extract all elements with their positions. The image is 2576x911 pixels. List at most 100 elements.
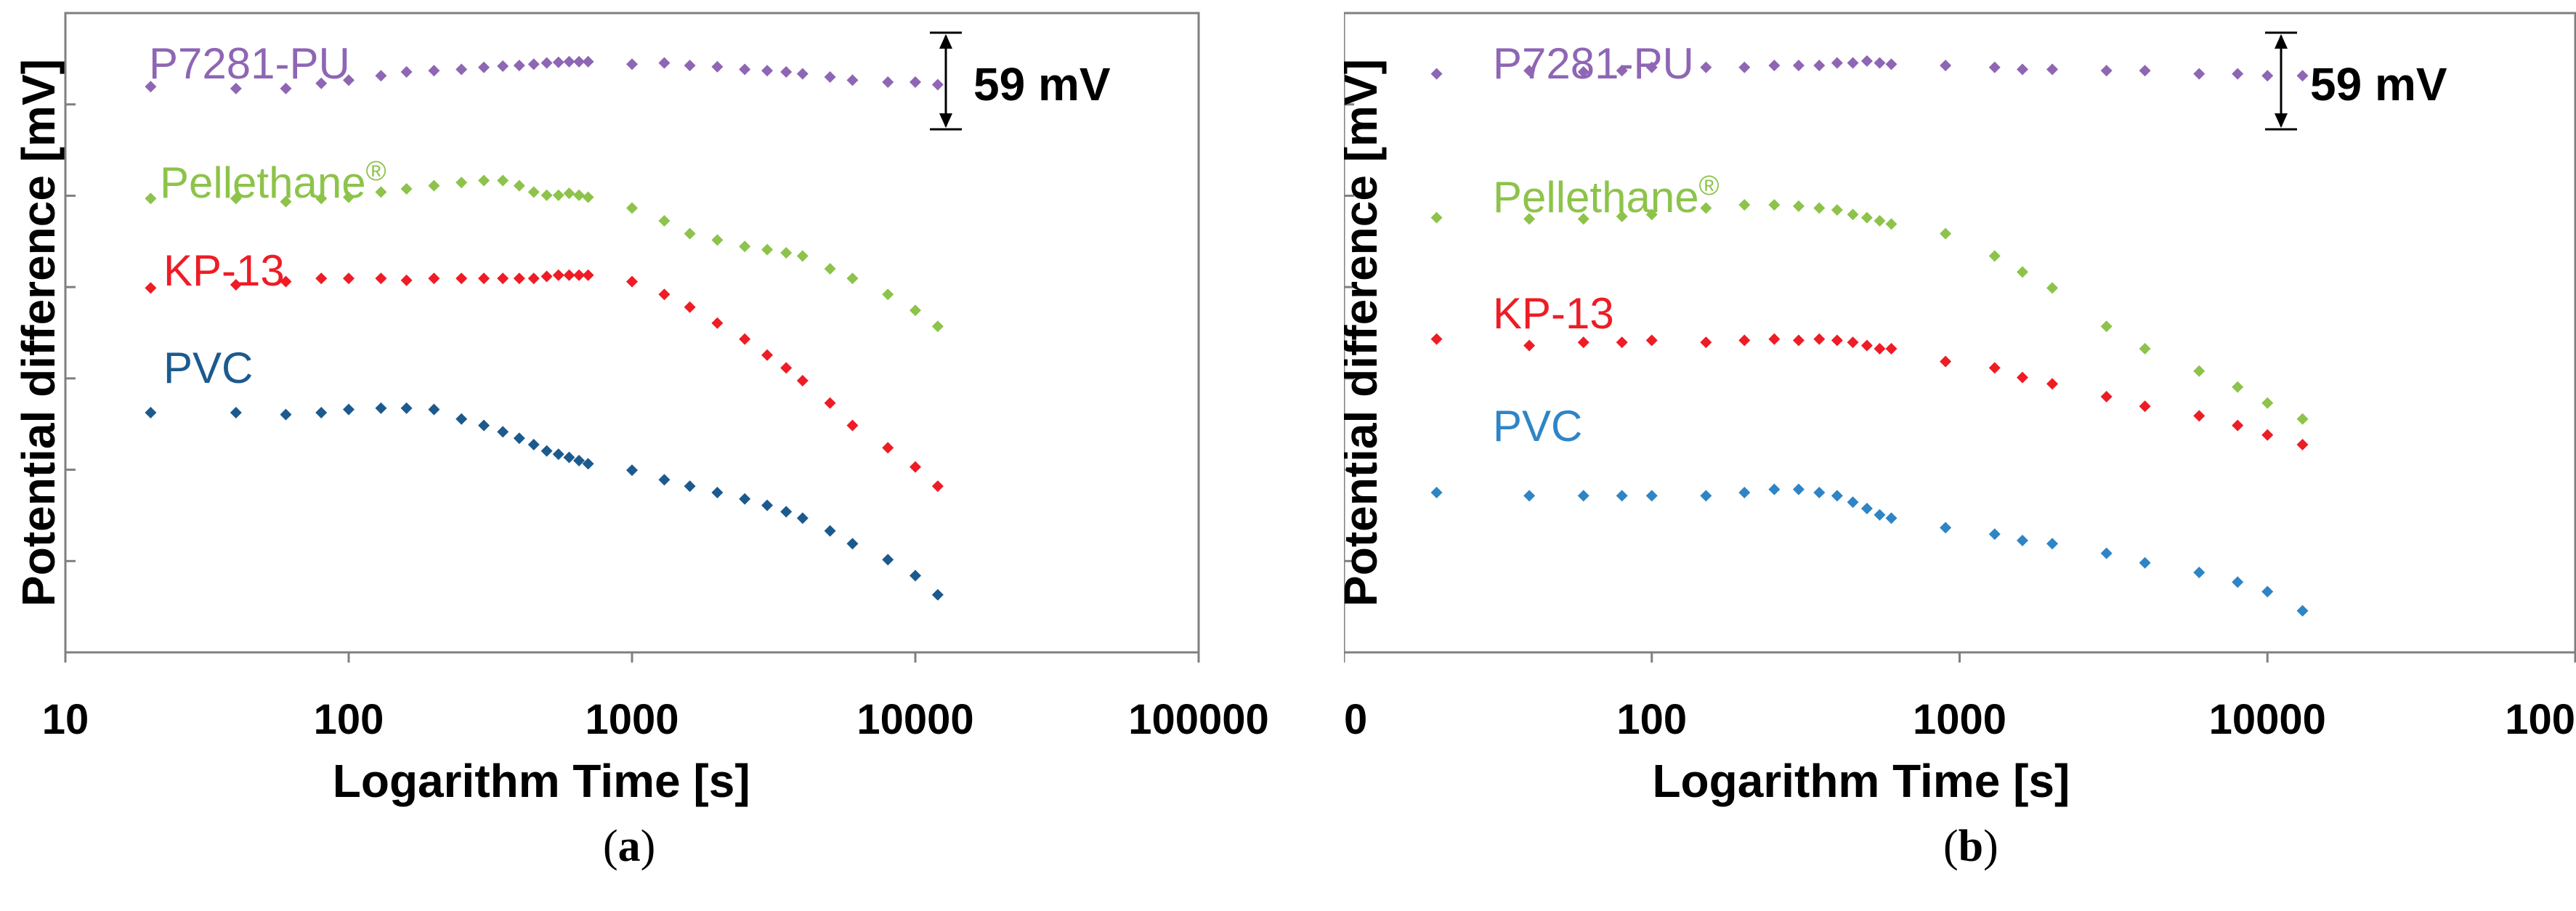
data-point (527, 272, 540, 285)
data-point (910, 304, 921, 317)
data-point (2139, 343, 2151, 355)
y-axis-title: Potential difference [mV] (1344, 59, 1387, 607)
data-point (1874, 215, 1886, 227)
data-point (2100, 391, 2113, 402)
data-point (563, 269, 575, 281)
data-point (1885, 58, 1897, 70)
data-point (658, 288, 671, 301)
data-point (846, 74, 859, 86)
data-point (910, 461, 921, 473)
data-point (1738, 61, 1751, 73)
series-label: PVC (1493, 402, 1582, 450)
data-point (2193, 365, 2206, 377)
data-point (1874, 57, 1886, 69)
data-point (428, 65, 440, 77)
data-point (1847, 336, 1859, 349)
data-point (846, 419, 859, 432)
arrow-up-icon (939, 34, 952, 49)
data-point (1768, 60, 1781, 72)
data-point (145, 407, 157, 418)
data-point (1860, 503, 1873, 514)
data-point (1813, 333, 1826, 345)
series-pvc (145, 402, 944, 601)
data-point (1577, 213, 1589, 225)
series-label: Pellethane® (1493, 171, 1720, 222)
data-point (1792, 200, 1805, 212)
data-point (478, 272, 490, 285)
data-point (280, 275, 292, 288)
data-point (882, 554, 894, 566)
data-point (1645, 208, 1658, 221)
data-point (1616, 336, 1628, 349)
series-label: KP-13 (1493, 289, 1614, 338)
data-point (1988, 362, 2001, 374)
data-point (684, 301, 696, 313)
data-point (1792, 334, 1805, 347)
data-point (1616, 210, 1628, 222)
data-point (375, 402, 387, 414)
series-p7281-pu (1430, 55, 2309, 82)
data-point (796, 250, 809, 262)
data-point (1940, 227, 1952, 240)
data-point (497, 426, 509, 438)
data-point (1577, 336, 1589, 349)
data-point (1847, 208, 1859, 221)
data-point (1700, 336, 1712, 349)
scale-bar-label: 59 mV (2310, 58, 2447, 110)
data-point (711, 487, 724, 498)
data-point (1988, 61, 2001, 73)
data-point (1523, 213, 1536, 225)
data-point (739, 333, 751, 345)
data-point (910, 570, 921, 582)
data-point (882, 288, 894, 301)
data-point (280, 408, 292, 421)
data-point (145, 282, 157, 294)
x-tick-label: 10 (1344, 696, 1367, 743)
data-point (761, 349, 774, 361)
data-point (563, 55, 575, 68)
data-point (1430, 487, 1443, 498)
data-point (497, 60, 509, 73)
data-point (1860, 339, 1873, 352)
x-axis-title: Logarithm Time [s] (1652, 755, 2070, 807)
data-point (2296, 604, 2309, 617)
data-point (2100, 547, 2113, 559)
series-pvc (1430, 483, 2309, 617)
data-point (1940, 522, 1952, 534)
panel-label-b-letter: b (1958, 822, 1984, 871)
data-point (1523, 490, 1536, 502)
data-point (1831, 204, 1843, 216)
data-point (931, 588, 944, 601)
data-point (1847, 57, 1859, 69)
data-point (1940, 355, 1952, 368)
x-tick-label: 10000 (856, 696, 973, 743)
data-point (552, 269, 564, 281)
data-point (497, 174, 509, 187)
data-point (2296, 439, 2309, 450)
data-point (1860, 55, 1873, 67)
data-point (684, 480, 696, 493)
data-point (2232, 68, 2244, 80)
data-point (2046, 63, 2059, 76)
data-point (796, 512, 809, 525)
data-point (428, 179, 440, 192)
data-point (2046, 282, 2059, 294)
data-point (1813, 202, 1826, 214)
data-point (1885, 343, 1897, 355)
data-point (2139, 400, 2151, 413)
data-point (1700, 61, 1712, 73)
data-point (582, 269, 594, 281)
data-point (540, 57, 553, 69)
data-point (2016, 371, 2028, 384)
x-tick-label: 100 (1616, 696, 1687, 743)
data-point (882, 442, 894, 454)
data-point (375, 272, 387, 285)
data-point (2046, 538, 2059, 550)
data-point (626, 58, 638, 70)
data-point (1616, 65, 1628, 77)
data-point (1813, 487, 1826, 498)
data-point (497, 272, 509, 285)
data-point (280, 82, 292, 94)
data-point (2016, 63, 2028, 76)
data-point (796, 375, 809, 386)
